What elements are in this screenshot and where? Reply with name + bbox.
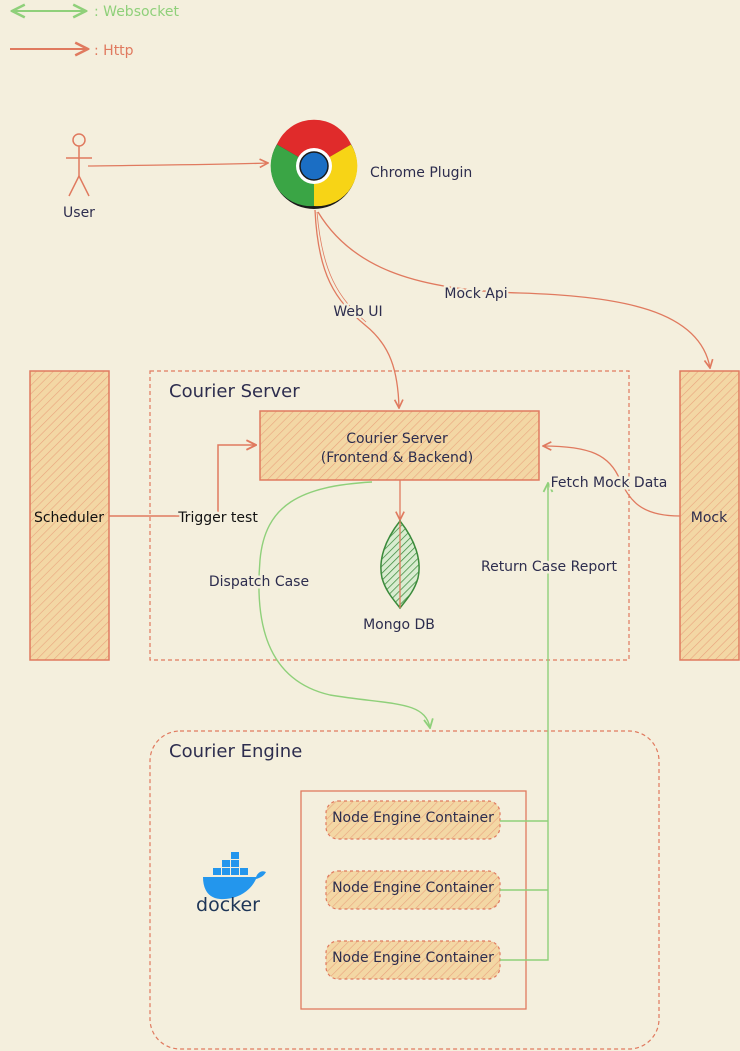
- container-2-label: Node Engine Container: [332, 880, 494, 896]
- edge-fetch-mock-data: [543, 446, 681, 517]
- container-1: Node Engine Container: [325, 800, 501, 840]
- legend-http-label: : Http: [94, 43, 134, 59]
- docker-label: docker: [196, 894, 260, 916]
- edge-web-ui-sketch: [316, 211, 367, 323]
- edge-label-web-ui: Web UI: [333, 304, 382, 320]
- container-3-label: Node Engine Container: [332, 950, 494, 966]
- mongodb-icon: [380, 519, 420, 610]
- mongo-db-label: Mongo DB: [363, 617, 435, 633]
- edge-label-mock-api: Mock Api: [444, 286, 507, 302]
- edge-mock-api: [317, 211, 710, 368]
- edge-label-dispatch-case: Dispatch Case: [209, 574, 309, 590]
- edge-trigger-test: [109, 445, 256, 517]
- container-3: Node Engine Container: [325, 940, 501, 980]
- user-icon: [66, 133, 92, 197]
- edge-user-to-chrome: [87, 163, 268, 166]
- mock-label: Mock: [691, 510, 728, 526]
- container-2: Node Engine Container: [325, 870, 501, 910]
- edge-label-trigger-test: Trigger test: [177, 510, 258, 526]
- legend-websocket-label: : Websocket: [94, 4, 179, 20]
- container-1-label: Node Engine Container: [332, 810, 494, 826]
- courier-server-node-subtitle: (Frontend & Backend): [321, 450, 473, 466]
- legend: : Websocket : Http: [10, 4, 179, 59]
- courier-server-node-title: Courier Server: [346, 431, 448, 447]
- courier-engine-group-title: Courier Engine: [169, 741, 302, 762]
- courier-engine-group: [149, 730, 660, 1050]
- edge-label-fetch-mock-data: Fetch Mock Data: [551, 475, 668, 491]
- scheduler-label: Scheduler: [34, 510, 104, 526]
- edge-web-ui: [314, 209, 399, 408]
- courier-server-group-title: Courier Server: [169, 381, 300, 402]
- user-label: User: [63, 205, 95, 221]
- chrome-icon: [270, 119, 358, 209]
- chrome-plugin-label: Chrome Plugin: [370, 165, 472, 181]
- edge-return-case-report: [500, 485, 549, 961]
- containers-frame: [300, 790, 527, 1010]
- docker-icon: [203, 852, 266, 900]
- edge-label-return-case-report: Return Case Report: [481, 559, 618, 575]
- edge-dispatch-case: [258, 481, 430, 728]
- courier-server-group: [149, 370, 630, 661]
